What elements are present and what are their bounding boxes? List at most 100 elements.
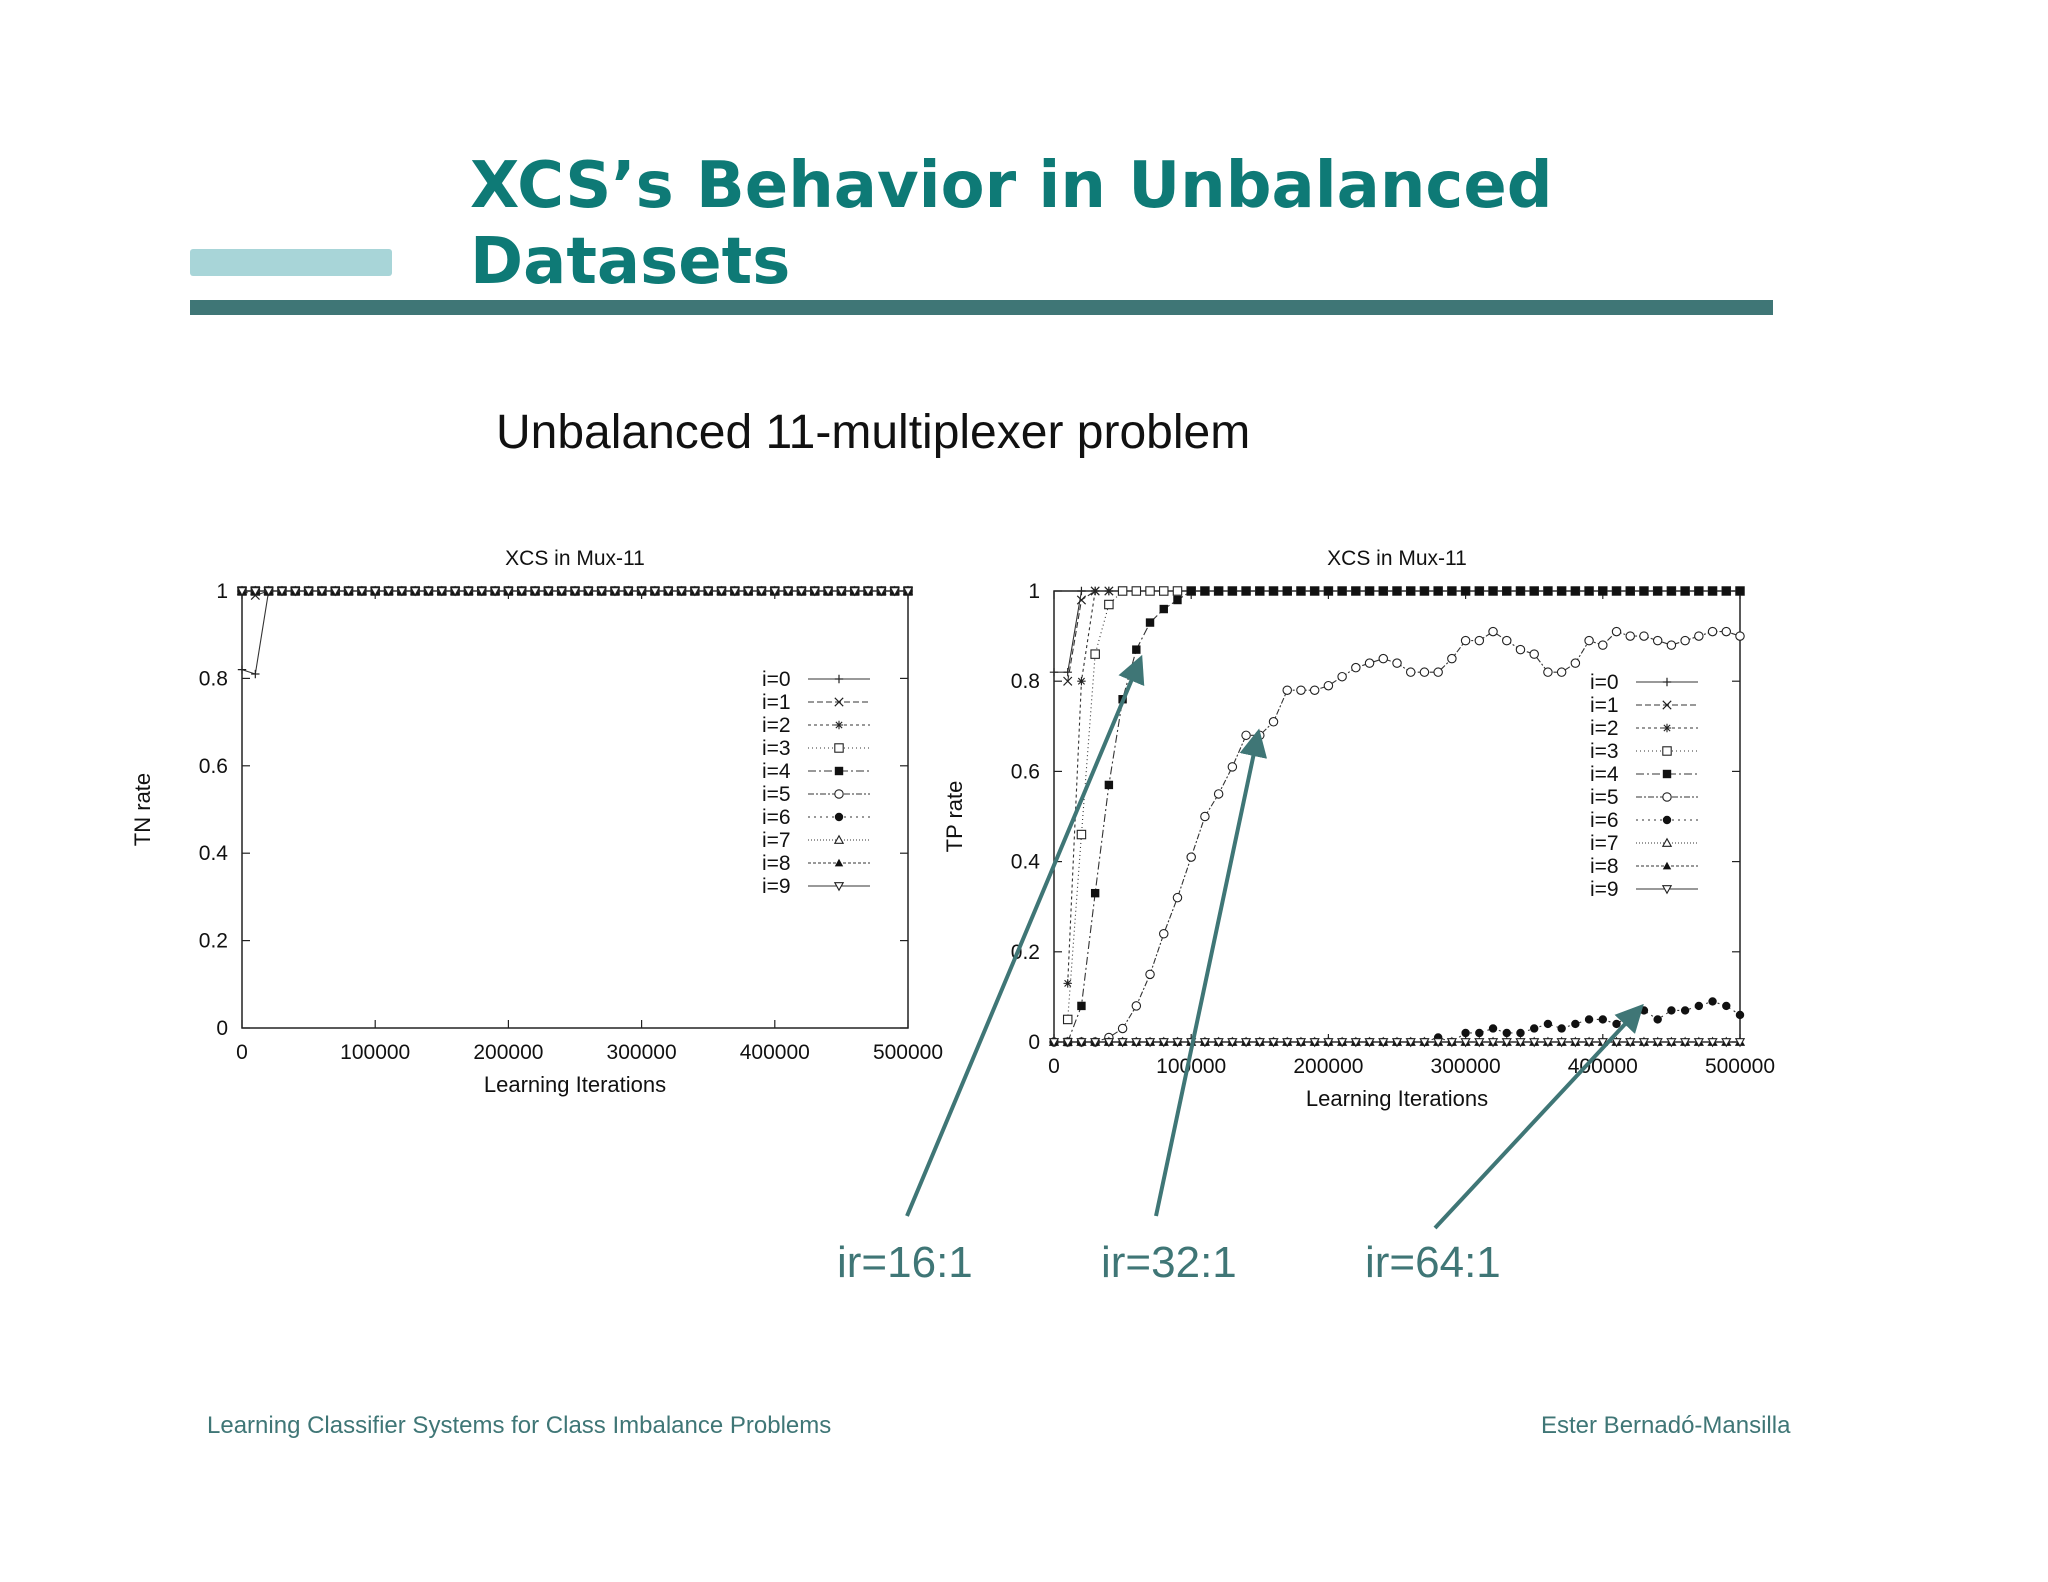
series-marker bbox=[1735, 586, 1745, 596]
series-marker bbox=[822, 587, 834, 597]
annotation-arrow-2 bbox=[1154, 728, 1268, 1217]
series-marker bbox=[1364, 658, 1375, 668]
y-tick-label: 0.2 bbox=[199, 930, 228, 953]
series-marker bbox=[1076, 595, 1087, 605]
series-marker bbox=[1406, 586, 1415, 596]
series-marker bbox=[836, 587, 847, 597]
legend-label: i=7 bbox=[1590, 832, 1619, 855]
legend-label: i=9 bbox=[762, 875, 791, 898]
series-marker bbox=[1639, 1006, 1649, 1015]
series-marker bbox=[1310, 586, 1319, 596]
legend-label: i=2 bbox=[762, 714, 791, 737]
series-marker bbox=[423, 587, 434, 597]
series-marker bbox=[1653, 586, 1662, 596]
series-marker bbox=[1309, 685, 1320, 695]
series-marker bbox=[1625, 631, 1635, 641]
series-marker bbox=[583, 587, 594, 597]
series-marker bbox=[1336, 1038, 1348, 1048]
series-marker bbox=[796, 587, 807, 597]
series-marker bbox=[1295, 1038, 1307, 1048]
series-marker bbox=[1365, 586, 1374, 596]
series-marker bbox=[463, 587, 474, 597]
series-marker bbox=[1077, 586, 1086, 596]
series-marker bbox=[1228, 586, 1237, 596]
series-marker bbox=[1515, 1038, 1526, 1048]
series-marker bbox=[596, 587, 607, 597]
series-marker bbox=[1405, 667, 1416, 677]
chart-title: XCS in Mux-11 bbox=[505, 547, 645, 570]
series-marker bbox=[1584, 1015, 1594, 1024]
series-marker bbox=[1145, 969, 1155, 980]
series-marker bbox=[396, 587, 407, 597]
series-i=3 bbox=[1062, 586, 1745, 1025]
series-marker bbox=[1666, 1038, 1677, 1048]
x-tick-label: 400000 bbox=[740, 1041, 810, 1064]
series-marker bbox=[1433, 1038, 1444, 1048]
series-marker bbox=[370, 587, 381, 597]
series-marker bbox=[1213, 1038, 1224, 1048]
series-marker bbox=[1433, 586, 1443, 596]
series-marker bbox=[1283, 586, 1292, 596]
y-tick-label: 0.6 bbox=[1011, 760, 1040, 783]
legend-label: i=0 bbox=[1590, 671, 1619, 694]
series-marker bbox=[1269, 586, 1278, 596]
series-marker bbox=[1584, 586, 1594, 596]
legend-marker bbox=[834, 812, 844, 822]
series-marker bbox=[716, 587, 727, 597]
legend-label: i=5 bbox=[762, 783, 791, 806]
series-marker bbox=[1213, 789, 1224, 799]
series-marker bbox=[1612, 586, 1621, 596]
series-marker bbox=[1049, 667, 1059, 677]
series-marker bbox=[1639, 631, 1649, 641]
legend-label: i=9 bbox=[1590, 878, 1619, 901]
series-marker bbox=[1159, 604, 1168, 614]
series-marker bbox=[1598, 586, 1607, 596]
x-tick-label: 300000 bbox=[607, 1041, 677, 1064]
footer-author: Ester Bernadó-Mansilla bbox=[1541, 1412, 1791, 1439]
series-marker bbox=[1062, 1014, 1073, 1025]
legend-marker bbox=[1662, 769, 1672, 779]
x-tick-label: 100000 bbox=[1156, 1055, 1226, 1078]
series-marker bbox=[1076, 829, 1087, 840]
series-marker bbox=[276, 587, 288, 597]
series-marker bbox=[449, 587, 461, 597]
series-marker bbox=[1324, 586, 1333, 596]
series-marker bbox=[1214, 586, 1223, 596]
series-marker bbox=[1680, 635, 1690, 646]
series-marker bbox=[529, 587, 541, 597]
series-marker bbox=[1296, 586, 1306, 596]
annotation-ir-64: ir=64:1 bbox=[1365, 1238, 1501, 1287]
series-marker bbox=[1104, 599, 1114, 610]
series-marker bbox=[1722, 1001, 1731, 1011]
series-marker bbox=[1090, 888, 1100, 898]
series-marker bbox=[756, 587, 767, 597]
legend-marker bbox=[1662, 815, 1672, 825]
legend-marker bbox=[834, 743, 844, 753]
series-marker bbox=[1708, 997, 1717, 1006]
legend-marker bbox=[1661, 837, 1673, 847]
legend-marker bbox=[1661, 885, 1673, 895]
chart-2: XCS in Mux-11 Learning Iterations TP rate 0… bbox=[942, 547, 1775, 1111]
series-line bbox=[1067, 590, 1740, 1020]
legend-marker bbox=[833, 882, 845, 892]
series-line bbox=[1054, 630, 1741, 1043]
series-line bbox=[1054, 1000, 1741, 1043]
chart-title: XCS in Mux-11 bbox=[1327, 547, 1467, 570]
series-marker bbox=[1419, 1038, 1430, 1048]
legend-label: i=1 bbox=[762, 691, 791, 714]
title-divider-rule bbox=[190, 300, 1773, 315]
series-marker bbox=[1241, 730, 1251, 741]
series-marker bbox=[1337, 671, 1347, 682]
slide-title-line-2: Datasets bbox=[470, 225, 791, 299]
series-marker bbox=[1254, 1038, 1265, 1048]
legend-label: i=1 bbox=[1590, 694, 1619, 717]
series-marker bbox=[1502, 635, 1512, 646]
series-marker bbox=[383, 587, 394, 597]
series-marker bbox=[1598, 1015, 1608, 1024]
series-marker bbox=[1570, 1038, 1581, 1048]
series-marker bbox=[1117, 1023, 1128, 1034]
legend-label: i=8 bbox=[762, 852, 791, 875]
series-marker bbox=[1077, 1001, 1086, 1011]
series-marker bbox=[809, 587, 820, 597]
series-marker bbox=[1530, 586, 1539, 596]
